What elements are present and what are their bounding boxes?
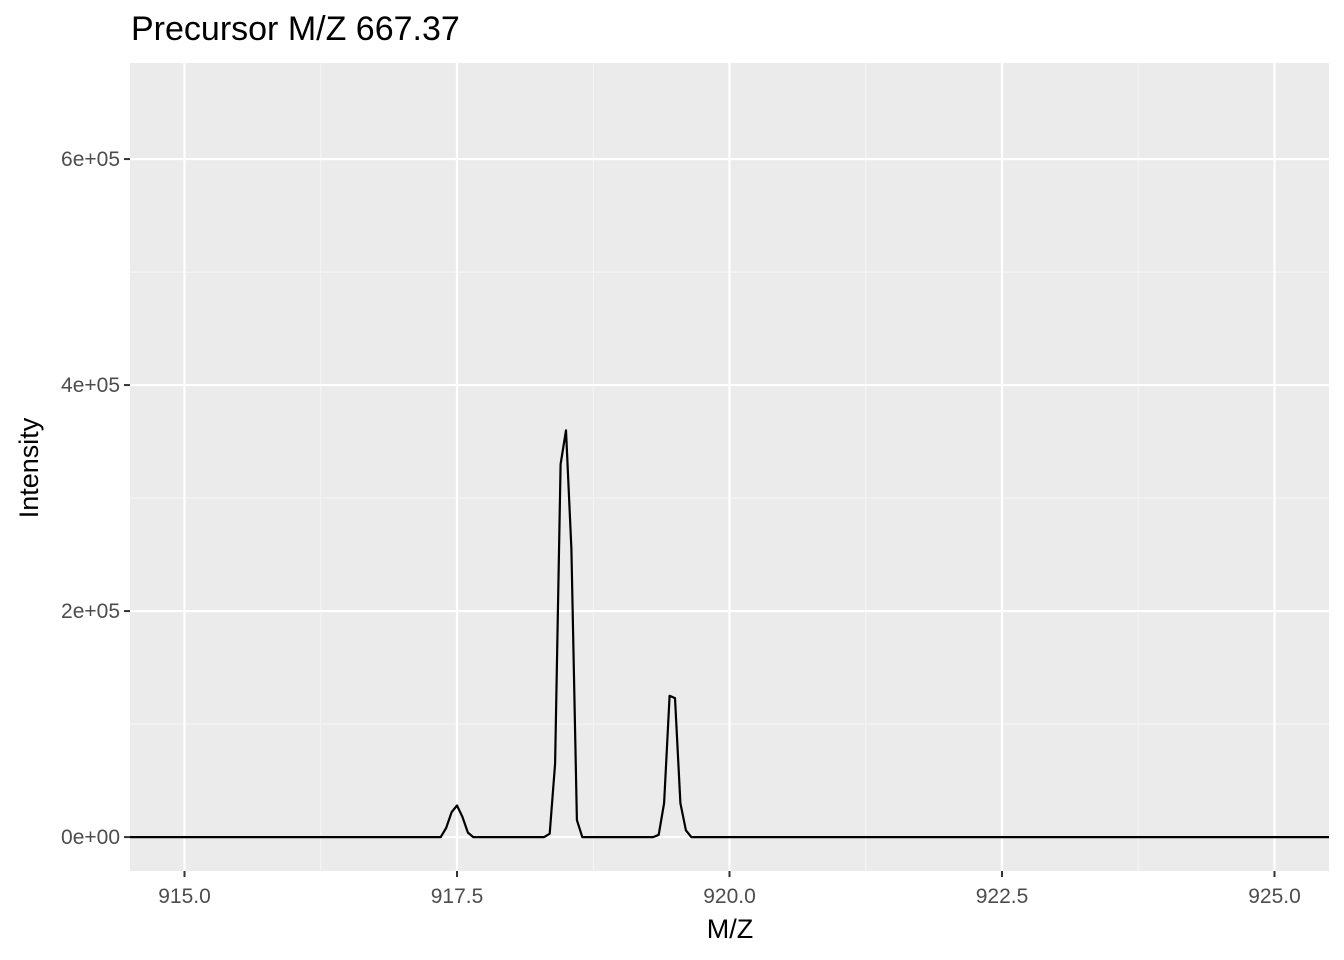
x-tick-label: 922.5 bbox=[976, 885, 1029, 908]
y-tick-label: 2e+05 bbox=[61, 600, 120, 623]
chart-title: Precursor M/Z 667.37 bbox=[131, 10, 460, 48]
y-axis-title: Intensity bbox=[14, 417, 44, 518]
y-axis: 0e+00 2e+05 4e+05 6e+05 bbox=[61, 148, 130, 849]
y-tick-label: 6e+05 bbox=[61, 148, 120, 171]
x-tick-label: 915.0 bbox=[158, 885, 211, 908]
x-tick-label: 920.0 bbox=[703, 885, 756, 908]
y-tick-label: 4e+05 bbox=[61, 374, 120, 397]
series-layer bbox=[130, 429, 1329, 839]
major-grid bbox=[130, 63, 1329, 871]
x-axis-title: M/Z bbox=[707, 914, 754, 944]
x-tick-label: 917.5 bbox=[431, 885, 484, 908]
y-tick-label: 0e+00 bbox=[61, 826, 120, 849]
spectrum-line bbox=[130, 429, 1329, 839]
x-tick-label: 925.0 bbox=[1248, 885, 1301, 908]
x-axis: 915.0 917.5 920.0 922.5 925.0 bbox=[158, 871, 1301, 908]
